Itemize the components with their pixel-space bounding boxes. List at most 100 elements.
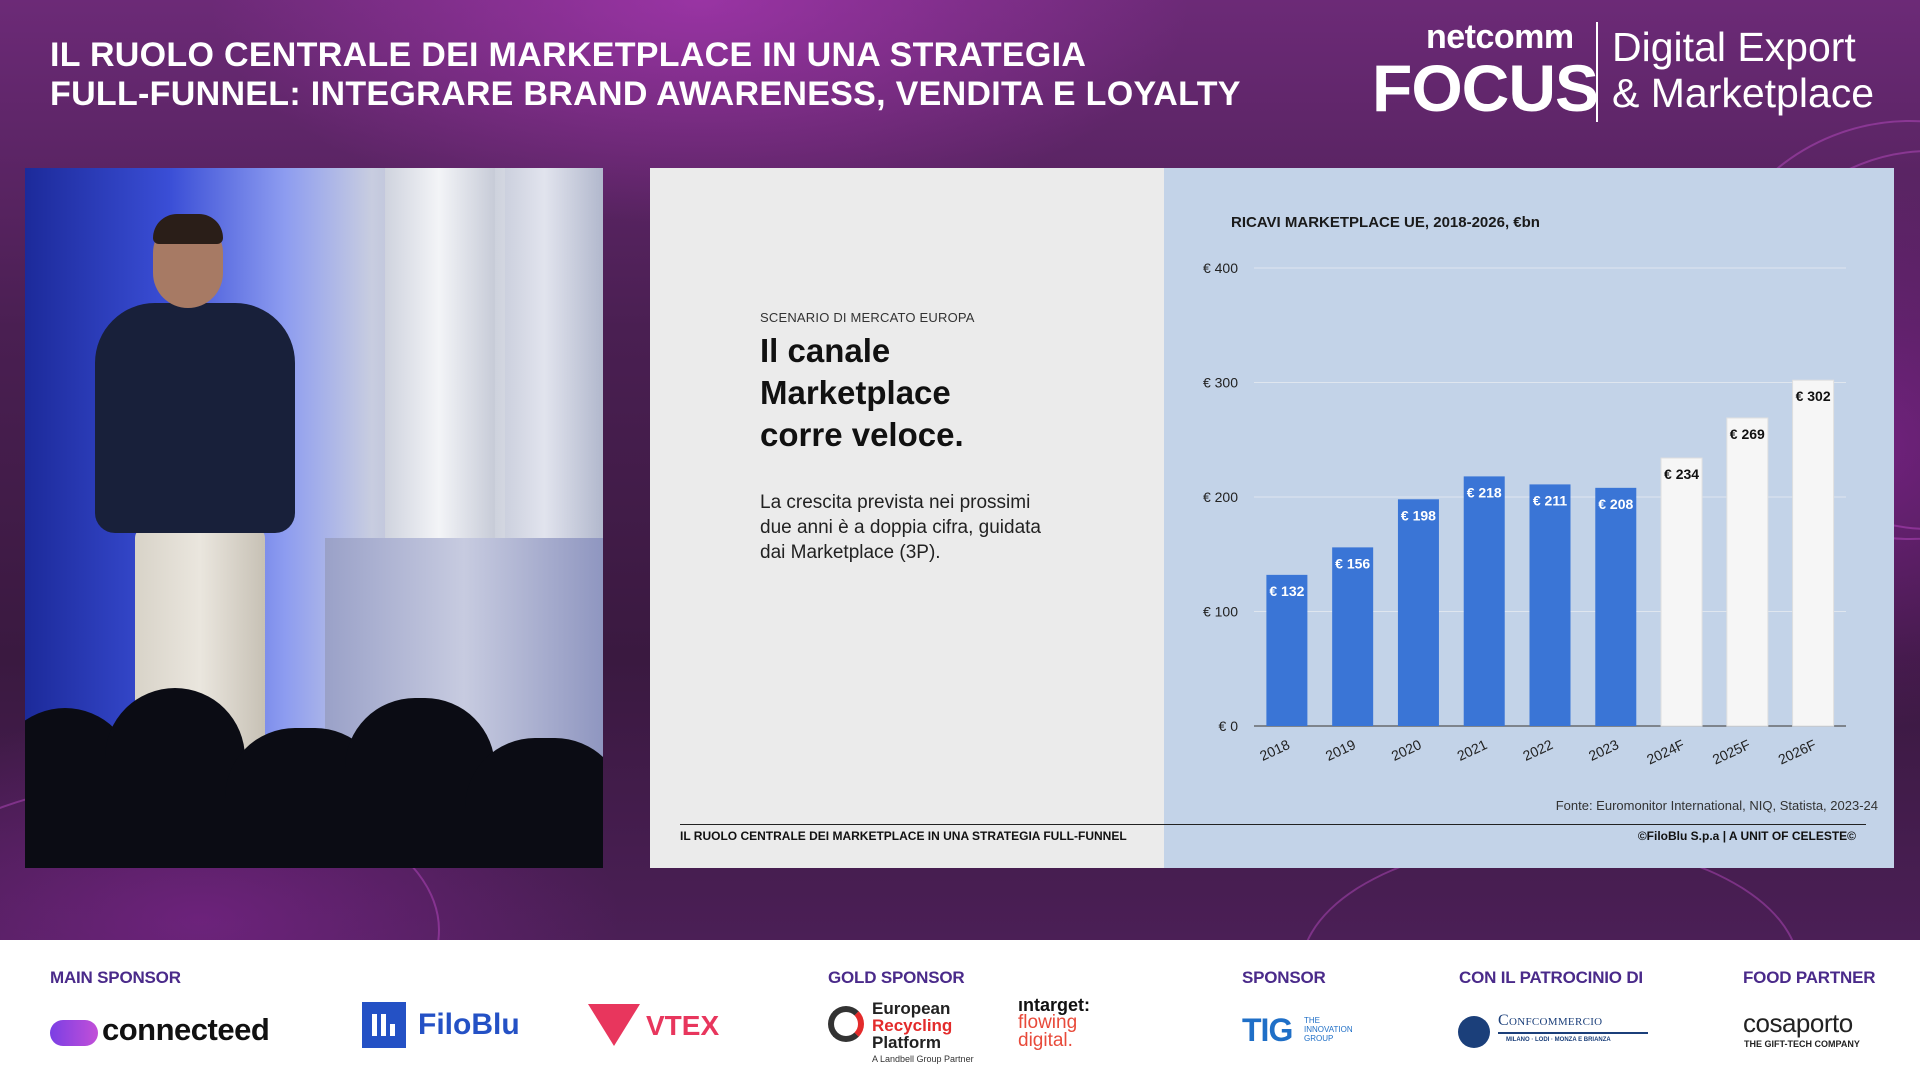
headline-line-1: IL RUOLO CENTRALE DEI MARKETPLACE IN UNA… [50, 36, 1087, 74]
speaker-torso [95, 303, 295, 533]
bar [1726, 417, 1769, 727]
event-name-line-1: Digital Export [1612, 24, 1856, 70]
gold-sponsor-label: GOLD SPONSOR [828, 968, 965, 987]
y-tick-label: € 0 [1219, 718, 1239, 734]
slide-title-line-3: corre veloce. [760, 416, 964, 453]
slide-title: Il canale Marketplace corre veloce. [760, 330, 1080, 456]
data-label: € 269 [1730, 426, 1765, 442]
speaker-hair [153, 214, 223, 244]
vtex-mark-icon [588, 1004, 640, 1046]
bar [1397, 499, 1439, 726]
page-headline: IL RUOLO CENTRALE DEI MARKETPLACE IN UNA… [50, 36, 1350, 114]
bar [1529, 484, 1571, 726]
audience-head [105, 688, 245, 868]
main-sponsor-label: MAIN SPONSOR [50, 968, 181, 987]
intarget-line-3: digital. [1018, 1030, 1073, 1051]
x-tick-label: 2019 [1323, 736, 1358, 764]
x-tick-label: 2023 [1586, 736, 1621, 764]
data-label: € 218 [1467, 484, 1502, 500]
erp-logo: European Recycling Platform A Landbell G… [828, 1000, 988, 1066]
data-label: € 208 [1598, 496, 1633, 512]
event-brand-logo: netcomm FOCUS Digital Export & Marketpla… [1370, 18, 1890, 128]
brand-focus: FOCUS [1372, 51, 1599, 125]
y-tick-label: € 200 [1203, 489, 1238, 505]
filoblu-logo: FiloBlu [362, 1002, 532, 1048]
filoblu-wordmark: FiloBlu [418, 1008, 520, 1041]
erp-line-3: Platform [872, 1033, 941, 1052]
data-label: € 132 [1269, 583, 1304, 599]
confcommercio-wordmark: Confcommercio [1498, 1012, 1603, 1029]
bar [1266, 574, 1308, 726]
x-tick-label: 2024F [1644, 736, 1687, 767]
slide-chart-panel [1164, 168, 1894, 868]
food-partner-label: FOOD PARTNER [1743, 968, 1876, 987]
audience-head [465, 738, 603, 868]
stage-background: IL RUOLO CENTRALE DEI MARKETPLACE IN UNA… [0, 0, 1920, 940]
erp-line-2: Recycling [872, 1016, 953, 1035]
recycling-icon [828, 1006, 864, 1042]
bar [1792, 379, 1835, 727]
x-tick-label: 2018 [1257, 736, 1292, 764]
intarget-line-1: ıntarget: [1018, 995, 1090, 1015]
intarget-logo: ıntarget: flowing digital. [1018, 996, 1138, 1062]
connecteed-wordmark: connecteed [102, 1012, 270, 1047]
brand-netcomm: netcomm [1426, 18, 1574, 56]
x-tick-label: 2021 [1454, 736, 1489, 764]
presentation-slide: SCENARIO DI MERCATO EUROPA Il canale Mar… [650, 168, 1894, 868]
filoblu-mark-icon [362, 1002, 406, 1048]
x-tick-label: 2025F [1710, 736, 1753, 767]
event-name: Digital Export & Marketplace [1612, 24, 1874, 116]
connecteed-logo: connecteed [50, 1010, 300, 1054]
slide-footer-right: ©FiloBlu S.p.a | A UNIT OF CELESTE© [1637, 829, 1856, 843]
y-tick-label: € 300 [1203, 375, 1238, 391]
chart-bars [1266, 379, 1835, 727]
vtex-wordmark: VTEX [646, 1010, 720, 1041]
slide-footer-left: IL RUOLO CENTRALE DEI MARKETPLACE IN UNA… [680, 829, 1127, 843]
x-tick-label: 2020 [1389, 736, 1424, 764]
speaker-video-feed [25, 168, 603, 868]
chart-source: Fonte: Euromonitor International, NIQ, S… [1556, 798, 1878, 813]
tig-sub-3: GROUP [1304, 1034, 1334, 1043]
data-label: € 198 [1401, 507, 1436, 523]
vtex-logo: VTEX [588, 1002, 728, 1048]
revenue-bar-chart: RICAVI MARKETPLACE UE, 2018-2026, €bn € … [1203, 214, 1878, 813]
cosaporto-logo: cosaporto THE GIFT-TECH COMPANY [1743, 1008, 1893, 1052]
cloud-icon [50, 1020, 98, 1046]
cosaporto-subtitle: THE GIFT-TECH COMPANY [1744, 1039, 1860, 1049]
tig-sub-1: THE [1304, 1016, 1320, 1025]
data-label: € 211 [1533, 492, 1567, 508]
data-label: € 302 [1796, 388, 1831, 404]
headline-line-2: FULL-FUNNEL: INTEGRARE BRAND AWARENESS, … [50, 75, 1241, 113]
data-label: € 156 [1335, 555, 1370, 571]
erp-subtitle: A Landbell Group Partner [872, 1054, 974, 1064]
y-tick-label: € 100 [1203, 604, 1238, 620]
event-name-line-2: & Marketplace [1612, 70, 1875, 116]
x-tick-label: 2022 [1520, 736, 1555, 764]
sponsors-bar: MAIN SPONSOR GOLD SPONSOR SPONSOR CON IL… [0, 940, 1920, 1080]
patronage-label: CON IL PATROCINIO DI [1459, 968, 1643, 987]
tig-logo: TIG THE INNOVATION GROUP [1242, 1012, 1372, 1052]
confcommercio-emblem-icon [1458, 1016, 1490, 1048]
x-tick-label: 2026F [1776, 736, 1819, 767]
intarget-line-2: flowing [1018, 1012, 1078, 1033]
confcommercio-logo: Confcommercio MILANO · LODI · MONZA E BR… [1458, 1010, 1648, 1054]
y-tick-label: € 400 [1203, 260, 1238, 276]
erp-line-1: European [872, 999, 951, 1018]
slide-body-text: La crescita prevista nei prossimi due an… [760, 492, 1041, 563]
data-label: € 234 [1664, 466, 1699, 482]
slide-title-line-2: Marketplace [760, 374, 951, 411]
bar [1660, 457, 1703, 727]
bar [1332, 547, 1374, 726]
confcommercio-subtitle: MILANO · LODI · MONZA E BRIANZA [1506, 1037, 1611, 1043]
bar [1463, 476, 1505, 726]
sponsor-label: SPONSOR [1242, 968, 1326, 987]
cosaporto-wordmark: cosaporto [1743, 1008, 1853, 1038]
slide-footer-rule [680, 824, 1866, 825]
slide-kicker: SCENARIO DI MERCATO EUROPA [760, 310, 975, 325]
tig-wordmark: TIG [1242, 1012, 1293, 1048]
slide-title-line-1: Il canale [760, 332, 891, 369]
bar [1595, 487, 1637, 726]
brand-divider [1596, 22, 1598, 122]
chart-title: RICAVI MARKETPLACE UE, 2018-2026, €bn [1231, 214, 1540, 231]
tig-sub-2: INNOVATION [1304, 1025, 1353, 1034]
